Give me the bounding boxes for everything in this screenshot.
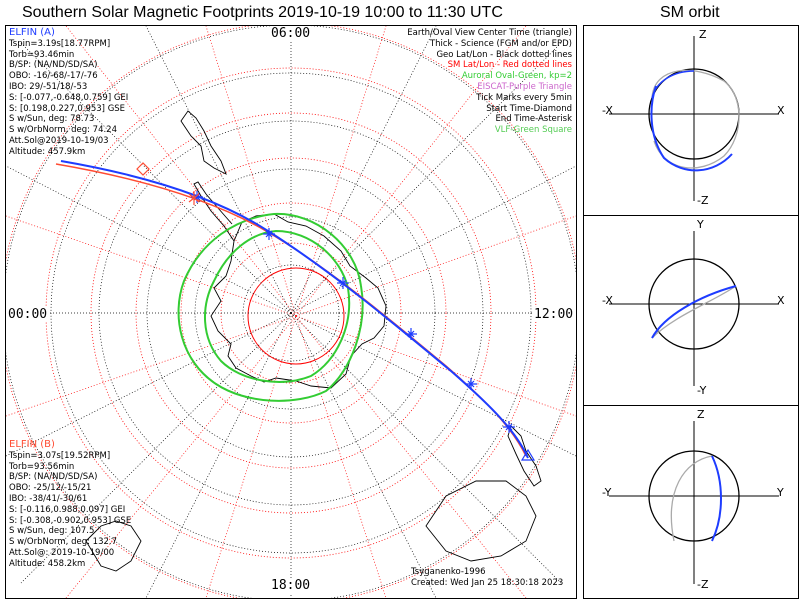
orbit-xz-left: -X bbox=[602, 104, 613, 117]
orbit-xz-svg bbox=[609, 36, 779, 201]
legend-item: End Time-Asterisk bbox=[495, 114, 572, 125]
elfin-b-line: B/SP: (NA/ND/SD/SA) bbox=[9, 472, 98, 483]
elfin-a-track bbox=[60, 160, 529, 459]
new-zealand-coastline bbox=[507, 425, 542, 487]
elfin-b-line: Torb=93.56min bbox=[9, 461, 75, 472]
elfin-b-line: IBO: -38/41/-30/61 bbox=[9, 493, 88, 504]
orbit-xy-b-track bbox=[651, 285, 737, 339]
orbit-yz-svg bbox=[609, 421, 779, 584]
elfin-b-line: S: [-0.116,0.988,0.097] GEI bbox=[9, 504, 126, 515]
orbit-yz-a-track bbox=[711, 455, 722, 542]
orbit-xy-right: X bbox=[777, 294, 785, 307]
sm-lon-lines bbox=[6, 26, 576, 598]
orbit-xy-left: -X bbox=[602, 294, 613, 307]
orbit-panel-xy: Y -Y -X X bbox=[583, 215, 799, 407]
elfin-b-line: S: [-0.308,-0.902,0.953] GSE bbox=[9, 515, 132, 526]
antarctica-coastline bbox=[210, 213, 387, 389]
legend-item: EISCAT-Purple Triangle bbox=[477, 81, 572, 92]
elfin-a-line: S w/Sun, deg: 78.73 bbox=[9, 114, 95, 125]
time-label-top: 06:00 bbox=[270, 26, 312, 41]
orbit-xz-a-track bbox=[650, 85, 733, 172]
orbit-xy-bottom: -Y bbox=[697, 384, 707, 397]
australia-coastline bbox=[425, 480, 537, 562]
orbit-xz-right: X bbox=[777, 104, 785, 117]
auroral-oval-inner bbox=[204, 229, 351, 383]
elfin-b-line: OBO: -25/12/-15/21 bbox=[9, 483, 92, 494]
legend-item: Geo Lat/Lon - Black dotted lines bbox=[436, 49, 572, 60]
orbit-xz-bottom: -Z bbox=[697, 194, 709, 207]
elfin-a-line: B/SP: (NA/ND/SD/SA) bbox=[9, 60, 98, 71]
auroral-oval-outer bbox=[177, 212, 364, 402]
legend-item: VLF-Green Square bbox=[494, 125, 572, 136]
elfin-a-line: Torb=93.46min bbox=[9, 49, 75, 60]
credits: Tsyganenko-1996 Created: Wed Jan 25 18:3… bbox=[411, 567, 563, 589]
main-title: Southern Solar Magnetic Footprints 2019-… bbox=[22, 4, 503, 21]
elfin-b-line: Att.Sol@: 2019-10-19/00 bbox=[9, 547, 115, 558]
orbit-yz-b-track bbox=[670, 455, 713, 542]
five-minute-ticks bbox=[191, 191, 515, 433]
model-credit: Tsyganenko-1996 bbox=[411, 567, 486, 577]
start-asterisk-red bbox=[188, 191, 200, 205]
elfin-a-line: IBO: 29/-51/18/-53 bbox=[9, 81, 88, 92]
orbit-xz-top: Z bbox=[699, 28, 707, 41]
orbit-yz-left: -Y bbox=[602, 486, 612, 499]
legend: Earth/Oval View Center Time (triangle) T… bbox=[407, 28, 572, 136]
orbit-panel-yz: Z -Z -Y Y bbox=[583, 405, 799, 599]
legend-item: Earth/Oval View Center Time (triangle) bbox=[407, 28, 572, 38]
time-label-bottom: 18:00 bbox=[270, 578, 312, 593]
geo-lon-lines bbox=[6, 26, 576, 598]
time-label-left: 00:00 bbox=[7, 307, 49, 322]
orbit-xz-b-track bbox=[651, 69, 740, 169]
legend-item: SM Lat/Lon - Red dotted lines bbox=[447, 60, 572, 71]
elfin-b-line: S w/OrbNorm, deg: 132.7 bbox=[9, 537, 118, 548]
africa-coastline bbox=[85, 520, 142, 572]
elfin-a-info: ELFIN (A) Tspin=3.19s[18.77RPM] Torb=93.… bbox=[9, 27, 129, 158]
created-timestamp: Created: Wed Jan 25 18:30:18 2023 bbox=[411, 577, 564, 588]
south-america-coastline bbox=[180, 110, 227, 175]
elfin-a-line: S: [-0.077,-0.648,0.759] GEI bbox=[9, 92, 129, 103]
orbit-yz-right: Y bbox=[777, 486, 784, 499]
legend-item: Auroral Oval-Green, kp=2 bbox=[461, 71, 572, 82]
elfin-a-line: S w/OrbNorm, deg: 74.24 bbox=[9, 125, 118, 136]
start-diamond-marker bbox=[136, 162, 150, 176]
elfin-b-info: ELFIN (B) Tspin=3.07s[19.52RPM] Torb=93.… bbox=[9, 439, 132, 570]
time-label-right: 12:00 bbox=[533, 307, 575, 322]
orbit-yz-bottom: -Z bbox=[697, 578, 709, 591]
elfin-b-line: Tspin=3.07s[19.52RPM] bbox=[9, 450, 111, 461]
footprint-map-panel: 06:00 00:00 12:00 18:00 ELFIN (A) Tspin=… bbox=[5, 25, 577, 599]
elfin-b-line: Altitude: 458.2km bbox=[9, 558, 86, 569]
elfin-a-line: OBO: -16/-68/-17/-76 bbox=[9, 71, 98, 82]
orbit-yz-top: Z bbox=[697, 408, 705, 421]
orbit-panel-xz: Z -Z -X X bbox=[583, 25, 799, 217]
orbit-title: SM orbit bbox=[660, 4, 720, 21]
elfin-a-name: ELFIN (A) bbox=[9, 27, 55, 38]
elfin-b-line: S w/Sun, deg: 107.5 bbox=[9, 526, 95, 537]
auroral-ovals bbox=[177, 212, 364, 402]
elfin-a-line: S: [0.198,0.227,0.953] GSE bbox=[9, 103, 126, 114]
sm-pole-circle bbox=[247, 267, 345, 365]
legend-item: Thick - Science (FGM and/or EPD) bbox=[429, 38, 572, 49]
end-triangle-marker bbox=[520, 448, 536, 461]
legend-item: Tick Marks every 5min bbox=[476, 92, 572, 103]
elfin-a-line: Altitude: 457.9km bbox=[9, 146, 86, 157]
orbit-xy-top: Y bbox=[697, 218, 704, 231]
orbit-xy-svg bbox=[609, 231, 779, 386]
elfin-a-line: Tspin=3.19s[18.77RPM] bbox=[9, 38, 111, 49]
polar-map-svg bbox=[6, 26, 576, 598]
legend-item: Start Time-Diamond bbox=[486, 103, 572, 114]
elfin-a-line: Att.Sol@2019-10-19/03 bbox=[9, 135, 109, 146]
orbit-xy-a-track bbox=[651, 285, 737, 339]
elfin-b-name: ELFIN (B) bbox=[9, 439, 55, 450]
